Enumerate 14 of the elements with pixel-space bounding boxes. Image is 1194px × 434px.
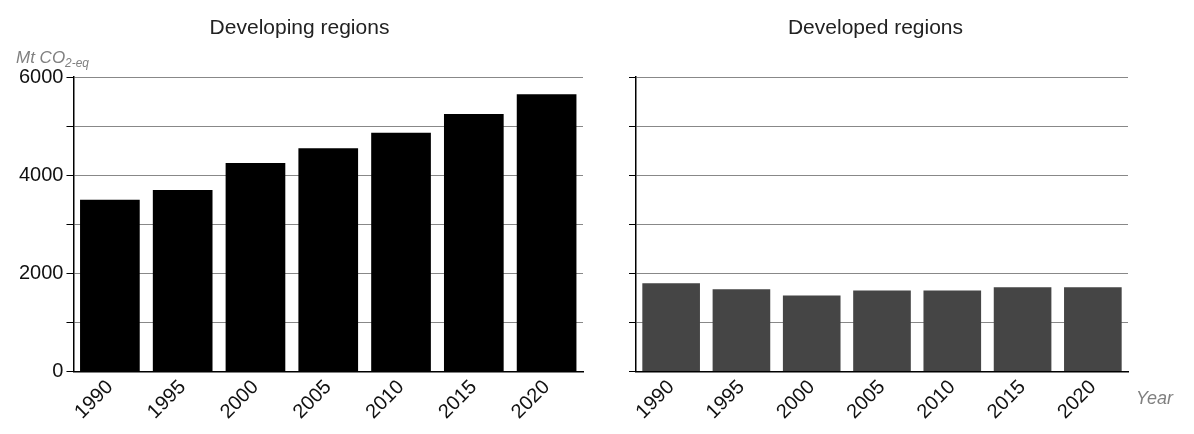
- bar: [782, 295, 841, 372]
- y-tick-label: 4000: [18, 162, 64, 185]
- bar: [712, 289, 771, 372]
- x-axis-title: Year: [1136, 387, 1175, 408]
- bar: [923, 290, 982, 372]
- bar: [853, 290, 911, 372]
- y-tick-label: 2000: [18, 260, 64, 283]
- chart-title: Developing regions: [209, 15, 390, 39]
- bar: [993, 287, 1052, 372]
- chart-title: Developed regions: [787, 15, 964, 39]
- bar: [642, 283, 700, 372]
- y-tick-label: 6000: [18, 64, 64, 87]
- bar: [1064, 287, 1122, 372]
- y-tick-label: 0: [52, 359, 64, 382]
